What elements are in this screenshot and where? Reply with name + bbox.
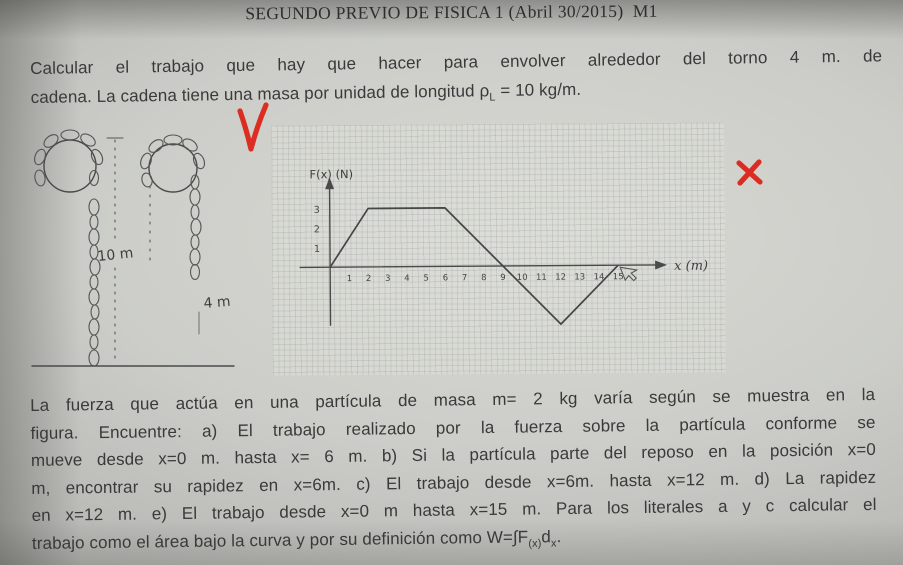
right-winch-links: [140, 134, 206, 188]
x-tick-label: 11: [536, 273, 547, 283]
x-axis: [299, 260, 668, 270]
x-tick-label: 13: [574, 272, 585, 282]
left-winch-drum: [43, 139, 97, 193]
red-x-icon: [736, 159, 763, 186]
force-curve: [329, 207, 619, 325]
short-chain: [189, 174, 202, 281]
x-tick-label: 6: [443, 273, 448, 283]
x-tick-label: 1: [347, 274, 352, 284]
y-axis: [325, 177, 335, 326]
y-tick-label: 3: [314, 205, 320, 216]
x-tick-label: 14: [594, 272, 605, 282]
cursor-doodle-icon: [619, 266, 639, 282]
x-tick-label: 9: [500, 273, 505, 283]
x-tick-label: 5: [423, 274, 428, 284]
x-tick-label: 2: [366, 274, 371, 284]
x-tick-label: 8: [481, 273, 486, 283]
problem2-text: La fuerza que actúa en una partícula de …: [30, 381, 877, 565]
right-winch-drum: [148, 143, 198, 193]
x-tick-label: 3: [385, 274, 390, 284]
long-chain: [88, 169, 101, 367]
winch-chain-drawing: 10 m 4 m: [31, 129, 235, 367]
long-chain-label: 10 m: [97, 245, 134, 265]
measure-line-10m: [106, 137, 124, 363]
y-axis-label: F(x) (N): [309, 167, 353, 181]
short-chain-label: 4 m: [203, 294, 231, 312]
y-tick-label: 2: [314, 224, 320, 235]
x-tick-label: 12: [555, 273, 566, 283]
page-title: SEGUNDO PREVIO DE FISICA 1 (Abril 30/201…: [245, 0, 658, 24]
x-tick-label: 15: [613, 272, 624, 282]
x-axis-label: x (m): [674, 259, 708, 274]
x-tick-label: 4: [404, 274, 409, 284]
left-winch-links: [34, 129, 104, 187]
problem1-text: Calcular el trabajo que hay que hacer pa…: [30, 41, 883, 119]
x-tick-label: 10: [517, 273, 528, 283]
x-tick-label: 7: [462, 273, 467, 283]
y-tick-label: 1: [314, 244, 320, 255]
